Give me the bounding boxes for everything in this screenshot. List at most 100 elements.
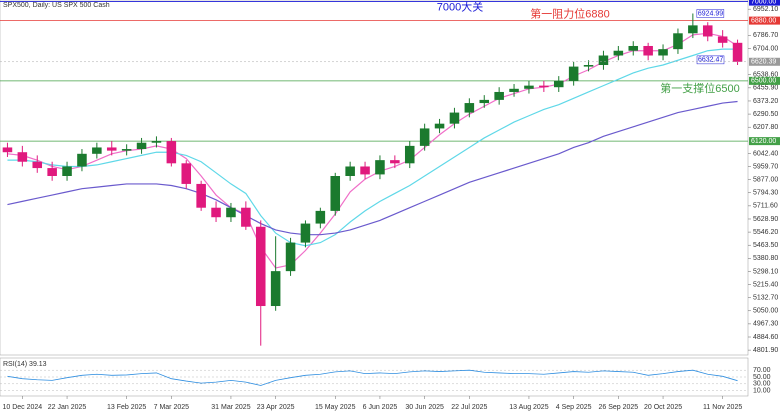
y-tick-label: 5463.50	[753, 242, 778, 249]
y-tick-label: 6042.40	[753, 150, 778, 157]
high-marker-box	[696, 9, 725, 18]
y-tick-label: 6704.00	[753, 45, 778, 52]
current-price-label: 6620.39	[751, 59, 776, 66]
x-tick-label: 10 Dec 2024	[2, 404, 42, 411]
candle-body	[166, 141, 177, 164]
x-tick-label: 30 Jun 2025	[405, 404, 444, 411]
candle-body	[360, 166, 370, 175]
candle-body	[479, 99, 490, 104]
y-tick-label: 5215.40	[753, 281, 778, 288]
y-tick-label: 4801.90	[753, 347, 778, 354]
y-tick-label: 5050.00	[753, 308, 778, 315]
candle-body	[300, 223, 311, 243]
candle-body	[285, 242, 296, 272]
candle-body	[688, 25, 698, 34]
rsi-tick-label: 10.00	[753, 387, 771, 394]
candle-body	[47, 168, 57, 176]
y-tick-label: 5298.10	[753, 268, 778, 275]
rsi-tick-label: 30.00	[753, 381, 771, 388]
y-tick-label: 5546.20	[753, 229, 778, 236]
level-tag	[749, 0, 780, 6]
y-tick-label: 5959.70	[753, 163, 778, 170]
candle-body	[121, 149, 132, 151]
y-tick-label: 6786.70	[753, 32, 778, 39]
candle-body	[17, 152, 28, 162]
x-tick-label: 23 Apr 2025	[257, 404, 295, 411]
level-note: 第一阻力位6880	[530, 7, 609, 21]
candle-body	[241, 207, 251, 227]
candle-body	[419, 128, 430, 146]
y-tick-label: 6952.10	[753, 6, 778, 13]
y-tick-label: 6290.50	[753, 111, 778, 118]
rsi-frame	[0, 357, 749, 397]
x-tick-label: 11 Nov 2025	[703, 404, 742, 411]
candle-body	[211, 207, 221, 218]
candle-body	[509, 88, 519, 92]
candle-body	[404, 145, 415, 164]
level-tag	[749, 16, 780, 25]
y-tick-label: 5877.00	[753, 176, 778, 183]
x-tick-label: 6 Jun 2025	[363, 404, 398, 411]
candle-body	[77, 153, 87, 167]
x-tick-label: 22 Jan 2025	[48, 404, 87, 411]
x-tick-label: 20 Oct 2025	[644, 404, 682, 411]
y-tick-label: 6538.60	[753, 72, 778, 79]
rsi-line	[7, 369, 738, 386]
level-tag-label: 7000.00	[751, 0, 776, 5]
candle-body	[449, 112, 460, 124]
moving-average	[7, 32, 738, 269]
price-marker: 6632.47	[698, 57, 723, 64]
candle-body	[255, 226, 266, 307]
x-tick-label: 15 May 2025	[315, 404, 356, 411]
rsi-tick-label: 50.00	[753, 374, 771, 381]
level-note: 7000大关	[437, 0, 483, 13]
level-note: 第一支撑位6500	[660, 81, 739, 95]
candle-body	[643, 45, 653, 56]
level-tag	[749, 76, 780, 85]
candle-body	[539, 85, 549, 88]
y-tick-label: 6455.90	[753, 85, 778, 92]
rsi-title: RSI(14) 39.13	[3, 361, 47, 368]
y-tick-label: 5132.70	[753, 295, 778, 302]
candle-body	[226, 207, 236, 218]
candle-body	[136, 142, 147, 150]
y-tick-label: 5380.80	[753, 255, 778, 262]
candle-body	[598, 55, 609, 66]
x-tick-label: 26 Sep 2025	[598, 404, 638, 411]
candle-body	[658, 49, 668, 56]
x-tick-label: 31 Mar 2025	[211, 404, 250, 411]
candle-body	[390, 160, 400, 164]
candle-body	[92, 147, 102, 154]
level-tag-label: 6880.00	[751, 17, 776, 24]
candle-body	[375, 160, 385, 175]
x-tick-label: 13 Feb 2025	[107, 404, 146, 411]
y-tick-label: 5711.60	[753, 203, 778, 210]
rsi-tick-label: 70.00	[753, 367, 771, 374]
current-price-tag	[749, 57, 780, 66]
y-tick-label: 6373.20	[753, 98, 778, 105]
x-tick-label: 13 Aug 2025	[509, 404, 548, 411]
high-marker: 6924.99	[698, 10, 723, 17]
candle-body	[434, 123, 445, 129]
moving-average	[7, 48, 738, 247]
level-tag-label: 6120.00	[751, 138, 776, 145]
x-tick-label: 7 Mar 2025	[154, 404, 190, 411]
x-tick-label: 22 Jul 2025	[451, 404, 487, 411]
candle-body	[32, 161, 43, 169]
price-marker-box	[696, 55, 725, 65]
candle-body	[673, 33, 683, 50]
y-tick-label: 6207.80	[753, 124, 778, 131]
candle-body	[717, 36, 728, 43]
candle-body	[553, 80, 564, 88]
candle-body	[270, 271, 281, 307]
chart-title: SPX500, Daily: US SPX 500 Cash	[3, 2, 110, 9]
candle-body	[315, 210, 326, 224]
candle-body	[494, 91, 504, 100]
candle-body	[330, 176, 341, 211]
level-tag-label: 6500.00	[751, 78, 776, 85]
y-tick-label: 5628.90	[753, 216, 778, 223]
candle-body	[613, 50, 624, 56]
main-frame	[0, 0, 749, 356]
